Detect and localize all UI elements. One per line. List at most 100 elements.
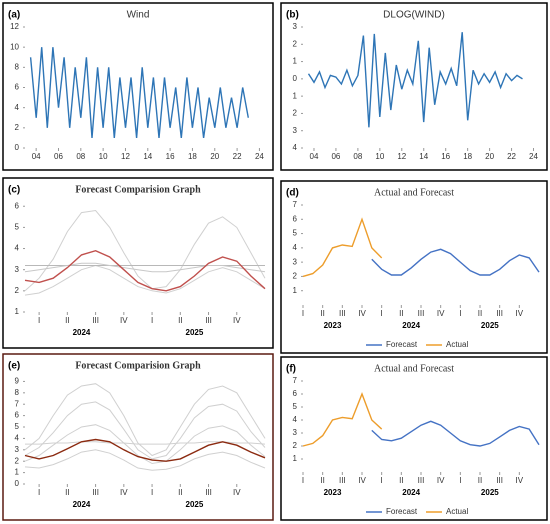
x-tick-label: 20	[210, 152, 219, 161]
x-tick-label: II	[178, 316, 182, 325]
x-tick-label: IV	[233, 488, 241, 497]
x-tick-label: 04	[32, 152, 41, 161]
legend-label: Forecast	[386, 340, 418, 349]
x-tick-label: 14	[419, 152, 428, 161]
x-tick-label: IV	[120, 316, 128, 325]
x-tick-label: 18	[463, 152, 472, 161]
x-tick-label: III	[339, 476, 346, 485]
x-tick-label: II	[65, 488, 69, 497]
chart-title: Actual and Forecast	[374, 363, 454, 374]
y-tick-label: 5	[293, 229, 298, 238]
y-tick-label: 5	[15, 422, 20, 431]
x-tick-label: I	[38, 316, 40, 325]
y-tick-label: 12	[10, 22, 19, 31]
y-tick-label: 0	[15, 479, 20, 488]
panel-frame	[2, 177, 274, 349]
series-line	[24, 262, 266, 273]
series-line	[24, 424, 266, 465]
x-tick-label: 10	[375, 152, 384, 161]
series-line	[24, 383, 266, 457]
y-tick-label: 2	[293, 109, 298, 118]
x-tick-label: III	[418, 309, 425, 318]
x-tick-label: 16	[166, 152, 175, 161]
x-tick-label: I	[381, 476, 383, 485]
chart-title: Wind	[127, 10, 150, 21]
series-line	[302, 217, 383, 278]
x-tick-label: I	[38, 488, 40, 497]
x-tick-label: 14	[143, 152, 152, 161]
x-tick-label: I	[302, 476, 304, 485]
x-tick-label: IV	[358, 476, 366, 485]
y-tick-label: 4	[15, 244, 20, 253]
x-tick-label: II	[399, 476, 403, 485]
panel-label: (c)	[8, 185, 20, 196]
panel-frame	[2, 2, 274, 171]
x-tick-label: III	[92, 488, 99, 497]
x-tick-label: 18	[188, 152, 197, 161]
x-tick-label: I	[302, 309, 304, 318]
x-group-label: 2025	[481, 488, 499, 497]
x-tick-label: 24	[529, 152, 538, 161]
y-tick-label: 3	[293, 428, 298, 437]
y-tick-label: 3	[293, 126, 298, 135]
y-tick-label: 0	[15, 143, 20, 152]
legend-label: Forecast	[386, 507, 418, 516]
panel-frame	[2, 353, 274, 521]
panel-label: (b)	[286, 10, 299, 21]
y-tick-label: 6	[293, 214, 298, 223]
x-group-label: 2023	[324, 488, 342, 497]
y-tick-label: 9	[15, 377, 20, 386]
x-tick-label: IV	[437, 476, 445, 485]
x-tick-label: 24	[255, 152, 264, 161]
x-group-label: 2024	[402, 488, 420, 497]
x-tick-label: 08	[76, 152, 85, 161]
x-tick-label: 16	[441, 152, 450, 161]
y-tick-label: 1	[15, 307, 20, 316]
x-tick-label: III	[92, 316, 99, 325]
x-tick-label: II	[478, 476, 482, 485]
x-tick-label: II	[320, 476, 324, 485]
y-tick-label: 7	[293, 376, 298, 385]
y-tick-label: 4	[293, 243, 298, 252]
legend-label: Actual	[446, 507, 468, 516]
y-tick-label: 4	[293, 143, 298, 152]
y-tick-label: 8	[15, 388, 20, 397]
y-tick-label: 3	[15, 445, 20, 454]
x-group-label: 2024	[402, 321, 420, 330]
x-group-label: 2025	[481, 321, 499, 330]
y-tick-label: 1	[293, 454, 298, 463]
y-tick-label: 1	[293, 286, 298, 295]
y-tick-label: 4	[15, 103, 20, 112]
y-tick-label: 1	[15, 468, 20, 477]
x-tick-label: 06	[331, 152, 340, 161]
series-line	[371, 248, 540, 276]
x-tick-label: 22	[507, 152, 516, 161]
x-tick-label: II	[65, 316, 69, 325]
panel-label: (f)	[286, 364, 296, 375]
y-tick-label: 2	[293, 39, 298, 48]
y-tick-label: 3	[15, 265, 20, 274]
x-tick-label: 04	[310, 152, 319, 161]
x-tick-label: III	[496, 309, 503, 318]
y-tick-label: 2	[15, 286, 20, 295]
y-tick-label: 10	[10, 42, 19, 51]
panel-frame	[280, 180, 548, 354]
x-tick-label: IV	[120, 488, 128, 497]
x-tick-label: I	[381, 309, 383, 318]
y-tick-label: 6	[293, 389, 298, 398]
x-tick-label: IV	[437, 309, 445, 318]
x-tick-label: 20	[485, 152, 494, 161]
chart-title: Forecast Comparision Graph	[75, 360, 201, 371]
x-tick-label: II	[320, 309, 324, 318]
y-tick-label: 1	[293, 91, 298, 100]
x-tick-label: I	[151, 488, 153, 497]
y-tick-label: 2	[293, 272, 298, 281]
series-line	[24, 438, 266, 462]
y-tick-label: 8	[15, 62, 20, 71]
x-tick-label: III	[205, 488, 212, 497]
chart-title: Actual and Forecast	[374, 187, 454, 198]
x-tick-label: IV	[358, 309, 366, 318]
x-tick-label: I	[151, 316, 153, 325]
y-tick-label: 3	[293, 22, 298, 31]
